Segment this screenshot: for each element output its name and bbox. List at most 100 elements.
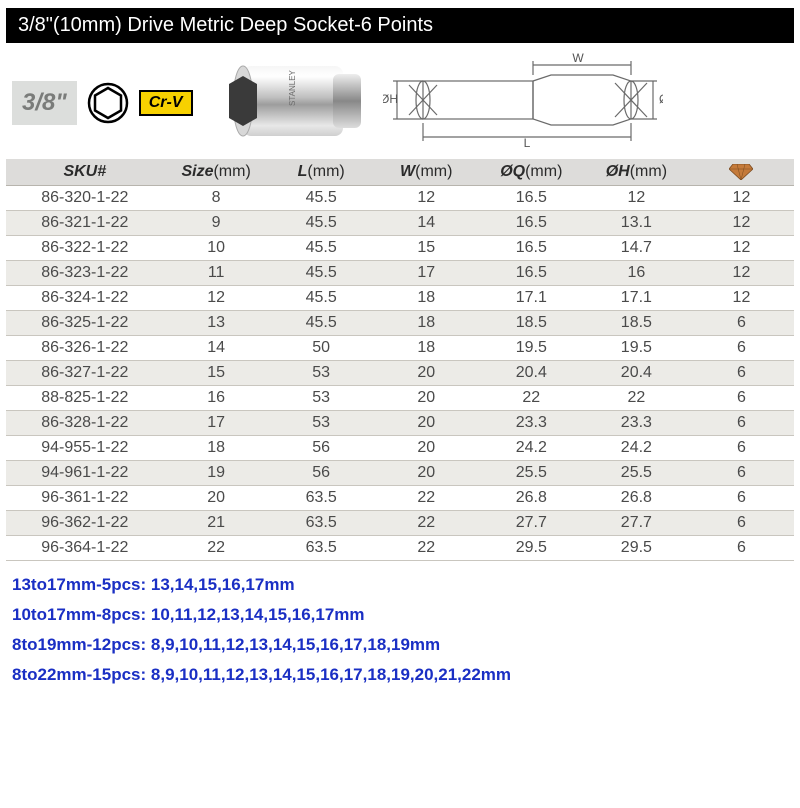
table-cell: 12 xyxy=(689,236,794,261)
table-cell: 11 xyxy=(164,261,269,286)
table-cell: 86-324-1-22 xyxy=(6,286,164,311)
crv-badge: Cr-V xyxy=(139,90,193,116)
table-cell: 8 xyxy=(164,186,269,211)
table-cell: 22 xyxy=(374,536,479,561)
table-cell: 14 xyxy=(164,336,269,361)
table-row: 86-323-1-221145.51716.51612 xyxy=(6,261,794,286)
table-cell: 6 xyxy=(689,411,794,436)
table-cell: 16 xyxy=(164,386,269,411)
table-row: 86-320-1-22845.51216.51212 xyxy=(6,186,794,211)
table-cell: 18 xyxy=(374,311,479,336)
table-row: 86-324-1-221245.51817.117.112 xyxy=(6,286,794,311)
table-cell: 22 xyxy=(584,386,689,411)
table-cell: 6 xyxy=(689,311,794,336)
table-cell: 96-361-1-22 xyxy=(6,486,164,511)
table-cell: 86-322-1-22 xyxy=(6,236,164,261)
col-header-size: Size(mm) xyxy=(164,159,269,186)
table-cell: 16.5 xyxy=(479,261,584,286)
table-row: 88-825-1-2216532022226 xyxy=(6,386,794,411)
table-cell: 27.7 xyxy=(584,511,689,536)
table-row: 86-325-1-221345.51818.518.56 xyxy=(6,311,794,336)
table-cell: 12 xyxy=(374,186,479,211)
table-row: 94-961-1-2219562025.525.56 xyxy=(6,461,794,486)
table-cell: 22 xyxy=(164,536,269,561)
table-cell: 12 xyxy=(164,286,269,311)
table-row: 96-362-1-222163.52227.727.76 xyxy=(6,511,794,536)
table-cell: 45.5 xyxy=(269,286,374,311)
table-cell: 12 xyxy=(689,211,794,236)
dimension-schematic: W L ØH ØQ xyxy=(383,53,663,153)
table-cell: 24.2 xyxy=(479,436,584,461)
dim-oh-label: ØH xyxy=(383,92,398,106)
table-cell: 45.5 xyxy=(269,211,374,236)
table-cell: 86-320-1-22 xyxy=(6,186,164,211)
table-cell: 19.5 xyxy=(584,336,689,361)
set-line: 8to22mm-15pcs: 8,9,10,11,12,13,14,15,16,… xyxy=(12,665,788,685)
table-cell: 6 xyxy=(689,511,794,536)
table-cell: 6 xyxy=(689,536,794,561)
table-cell: 16.5 xyxy=(479,236,584,261)
table-cell: 45.5 xyxy=(269,261,374,286)
table-cell: 21 xyxy=(164,511,269,536)
table-row: 96-361-1-222063.52226.826.86 xyxy=(6,486,794,511)
drive-size-badge: 3/8" xyxy=(12,81,77,125)
table-cell: 26.8 xyxy=(479,486,584,511)
table-cell: 53 xyxy=(269,411,374,436)
col-header-qty xyxy=(689,159,794,186)
svg-text:STANLEY: STANLEY xyxy=(288,69,297,106)
table-cell: 19 xyxy=(164,461,269,486)
table-cell: 86-325-1-22 xyxy=(6,311,164,336)
table-cell: 56 xyxy=(269,436,374,461)
table-row: 86-321-1-22945.51416.513.112 xyxy=(6,211,794,236)
table-row: 86-326-1-2214501819.519.56 xyxy=(6,336,794,361)
table-cell: 45.5 xyxy=(269,236,374,261)
table-row: 86-322-1-221045.51516.514.712 xyxy=(6,236,794,261)
table-cell: 25.5 xyxy=(584,461,689,486)
header-graphics: 3/8" Cr-V xyxy=(0,43,800,159)
col-header-W: W(mm) xyxy=(374,159,479,186)
table-cell: 86-326-1-22 xyxy=(6,336,164,361)
table-cell: 18.5 xyxy=(584,311,689,336)
table-cell: 20 xyxy=(374,461,479,486)
table-cell: 10 xyxy=(164,236,269,261)
table-cell: 23.3 xyxy=(584,411,689,436)
table-cell: 18 xyxy=(374,336,479,361)
table-cell: 20 xyxy=(164,486,269,511)
table-cell: 20 xyxy=(374,436,479,461)
dim-l-label: L xyxy=(523,136,530,148)
table-cell: 56 xyxy=(269,461,374,486)
table-cell: 20 xyxy=(374,386,479,411)
table-row: 86-327-1-2215532020.420.46 xyxy=(6,361,794,386)
table-cell: 20.4 xyxy=(479,361,584,386)
table-cell: 53 xyxy=(269,361,374,386)
table-cell: 6 xyxy=(689,361,794,386)
table-cell: 12 xyxy=(689,186,794,211)
table-cell: 45.5 xyxy=(269,311,374,336)
table-cell: 6 xyxy=(689,461,794,486)
table-cell: 19.5 xyxy=(479,336,584,361)
table-cell: 24.2 xyxy=(584,436,689,461)
table-cell: 13 xyxy=(164,311,269,336)
table-cell: 14 xyxy=(374,211,479,236)
set-line: 13to17mm-5pcs: 13,14,15,16,17mm xyxy=(12,575,788,595)
table-cell: 16.5 xyxy=(479,211,584,236)
table-cell: 29.5 xyxy=(584,536,689,561)
table-cell: 15 xyxy=(374,236,479,261)
table-cell: 6 xyxy=(689,336,794,361)
hex-icon xyxy=(87,82,129,124)
product-photo: STANLEY xyxy=(203,56,373,151)
table-cell: 63.5 xyxy=(269,486,374,511)
table-cell: 6 xyxy=(689,386,794,411)
table-cell: 22 xyxy=(479,386,584,411)
table-cell: 17 xyxy=(164,411,269,436)
table-row: 86-328-1-2217532023.323.36 xyxy=(6,411,794,436)
col-header-OQ: ØQ(mm) xyxy=(479,159,584,186)
table-cell: 63.5 xyxy=(269,536,374,561)
table-cell: 26.8 xyxy=(584,486,689,511)
table-cell: 86-321-1-22 xyxy=(6,211,164,236)
table-cell: 20.4 xyxy=(584,361,689,386)
table-cell: 12 xyxy=(689,261,794,286)
col-header-sku: SKU# xyxy=(6,159,164,186)
table-cell: 16.5 xyxy=(479,186,584,211)
table-cell: 15 xyxy=(164,361,269,386)
